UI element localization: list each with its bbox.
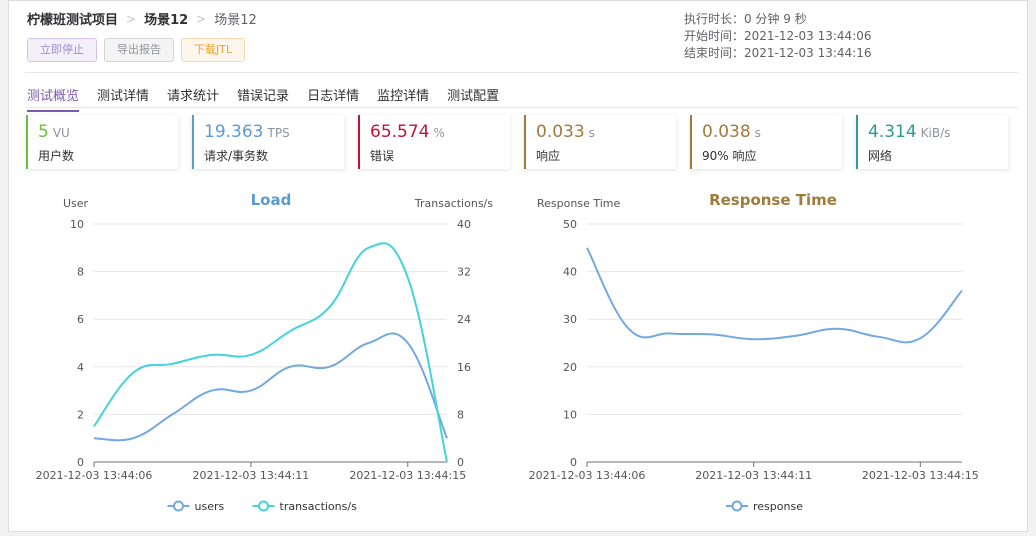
y-tick-label-right: 40 [457,218,471,231]
y-tick-label-left: 2 [77,408,84,421]
y-tick-label-left: 6 [77,313,84,326]
series-line-users [93,332,448,442]
y-tick-label-right: 24 [457,313,471,326]
report-panel: 柠檬班测试项目 > 场景12 > 场景12 立即停止 导出报告 下载JTL 执行… [8,0,1028,532]
metric-unit: % [433,126,445,140]
y-axis-label-left: User [63,197,89,210]
breadcrumb-scenario[interactable]: 场景12 [144,13,189,28]
load-chart: Load User Transactions/s 0 2 4 6 8 10 0 8 16 24 32 40 2… [9,186,509,530]
metric-card-users: 5 VU 用户数 [26,115,178,169]
tab-request-stats[interactable]: 请求统计 [167,89,220,104]
y-tick-label-right: 0 [457,456,464,469]
y-tick-label-right: 16 [457,361,471,374]
x-tick-label: 2021-12-03 13:44:15 [349,469,466,482]
chevron-right-icon: > [126,11,137,26]
metric-value: 0.038 [702,122,751,142]
y-axis-label-right: Transactions/s [414,197,493,210]
divider [25,72,1018,73]
x-tick-label: 2021-12-03 13:44:06 [529,469,646,482]
export-report-button[interactable]: 导出报告 [104,38,174,62]
end-time-value: 2021-12-03 13:44:16 [744,46,872,60]
y-tick-label-left: 50 [563,218,577,231]
metric-label: 响应 [536,149,561,163]
metric-label: 网络 [868,149,893,163]
start-time-value: 2021-12-03 13:44:06 [744,29,872,43]
metric-card-p90-response: 0.038 s 90% 响应 [690,115,842,169]
metric-value: 0.033 [536,122,585,142]
metric-label: 错误 [370,149,395,163]
metric-label: 90% 响应 [702,149,757,163]
metric-value: 65.574 [370,122,430,142]
duration-value: 0 分钟 9 秒 [744,12,807,26]
tab-log-details[interactable]: 日志详情 [307,89,360,104]
y-tick-label-left: 10 [563,408,577,421]
tab-test-config[interactable]: 测试配置 [447,89,500,104]
action-buttons: 立即停止 导出报告 下载JTL [27,38,246,62]
y-tick-label-left: 10 [70,218,84,231]
breadcrumb-project[interactable]: 柠檬班测试项目 [27,13,119,28]
start-time-label: 开始时间： [684,29,745,43]
x-tick-label: 2021-12-03 13:44:06 [36,469,153,482]
tab-details[interactable]: 测试详情 [97,89,150,104]
y-axis-label-left: Response Time [537,197,620,210]
end-time-label: 结束时间： [684,46,745,60]
y-tick-label-left: 0 [570,456,577,469]
chevron-right-icon: > [196,11,207,26]
y-tick-label-left: 0 [77,456,84,469]
run-meta: 执行时长：0 分钟 9 秒 开始时间：2021-12-03 13:44:06 结… [684,11,871,62]
metric-value: 4.314 [868,122,917,142]
y-tick-label-left: 4 [77,361,84,374]
legend-marker [258,500,269,512]
legend-label: users [195,500,225,513]
series-line-response [586,247,963,344]
y-tick-label-right: 8 [457,408,464,421]
metric-label: 请求/事务数 [204,149,269,163]
series-line-transactionss [93,242,448,463]
chart-title: Response Time [709,191,837,209]
chart-title: Load [251,191,292,209]
metric-unit: s [754,126,761,140]
x-tick-label: 2021-12-03 13:44:11 [192,469,309,482]
y-tick-label-right: 32 [457,266,471,279]
metric-value: 19.363 [204,122,264,142]
metric-value: 5 [38,122,49,142]
report-tabs: 测试概览 测试详情 请求统计 错误记录 日志详情 监控详情 测试配置 [27,85,517,112]
duration-label: 执行时长： [684,12,745,26]
tab-monitor-details[interactable]: 监控详情 [377,89,430,104]
metric-unit: KiB/s [920,126,951,140]
metric-card-response: 0.033 s 响应 [524,115,676,169]
metric-unit: VU [52,126,70,140]
y-tick-label-left: 40 [563,266,577,279]
tabs-underline [25,107,1018,108]
legend-label: transactions/s [280,500,358,513]
y-tick-label-left: 8 [77,266,84,279]
y-tick-label-left: 30 [563,313,577,326]
metric-card-tps: 19.363 TPS 请求/事务数 [192,115,344,169]
download-jtl-button[interactable]: 下载JTL [181,38,246,62]
legend-marker [173,500,184,512]
breadcrumb: 柠檬班测试项目 > 场景12 > 场景12 [27,9,257,29]
tab-error-records[interactable]: 错误记录 [237,89,290,104]
metric-unit: s [588,126,595,140]
metric-unit: TPS [267,126,290,140]
breadcrumb-current: 场景12 [214,13,257,28]
response-time-chart: Response Time Response Time 0 10 20 30 40 50 202… [509,186,1009,530]
y-tick-label-left: 20 [563,361,577,374]
x-tick-label: 2021-12-03 13:44:15 [862,469,979,482]
legend-marker [731,500,743,512]
x-tick-label: 2021-12-03 13:44:11 [695,469,812,482]
response-time-chart-svg: Response Time Response Time 0 10 20 30 40 50 202… [529,191,979,513]
metric-label: 用户数 [38,149,75,163]
metric-card-errors: 65.574% 错误 [358,115,510,169]
metric-card-network: 4.314 KiB/s 网络 [856,115,1008,169]
tab-overview[interactable]: 测试概览 [27,85,80,112]
stop-now-button[interactable]: 立即停止 [27,38,97,62]
legend-label: response [753,500,803,513]
